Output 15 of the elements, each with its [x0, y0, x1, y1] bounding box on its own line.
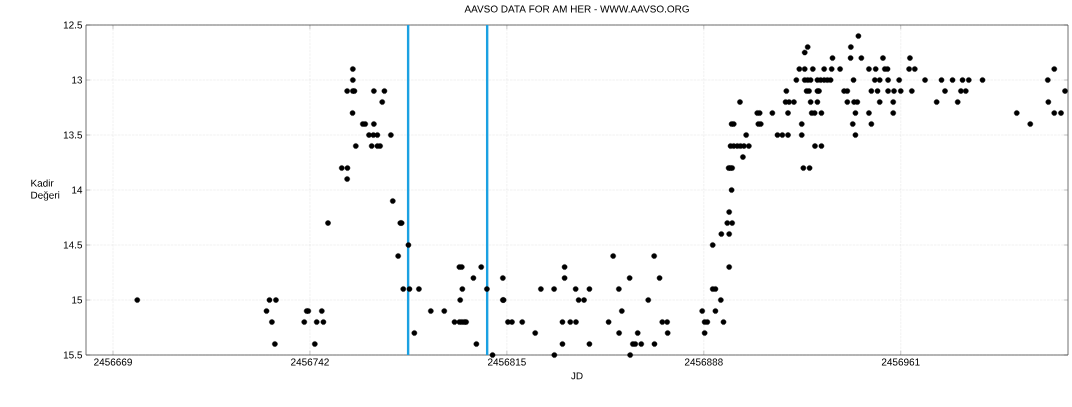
y-tick-label: 15	[72, 296, 83, 304]
x-tick-label: 2456669	[94, 358, 132, 366]
x-tick-label: 2456888	[684, 358, 723, 366]
x-tick-label: 2456815	[487, 358, 526, 366]
y-axis-title: Kadir Değeri	[31, 179, 60, 201]
y-tick-label: 12.5	[63, 21, 83, 29]
x-tick-label: 2456742	[291, 358, 329, 366]
y-tick-label: 13.5	[63, 131, 83, 139]
x-tick-label: 2456961	[881, 358, 920, 366]
y-tick-label: 15.5	[63, 351, 83, 359]
y-tick-label: 13	[72, 76, 83, 84]
y-tick-label: 14	[72, 186, 83, 194]
y-tick-label: 14.5	[63, 241, 83, 249]
x-axis-title: JD	[571, 372, 583, 380]
chart-title: AAVSO DATA FOR AM HER - WWW.AAVSO.ORG	[464, 5, 689, 13]
